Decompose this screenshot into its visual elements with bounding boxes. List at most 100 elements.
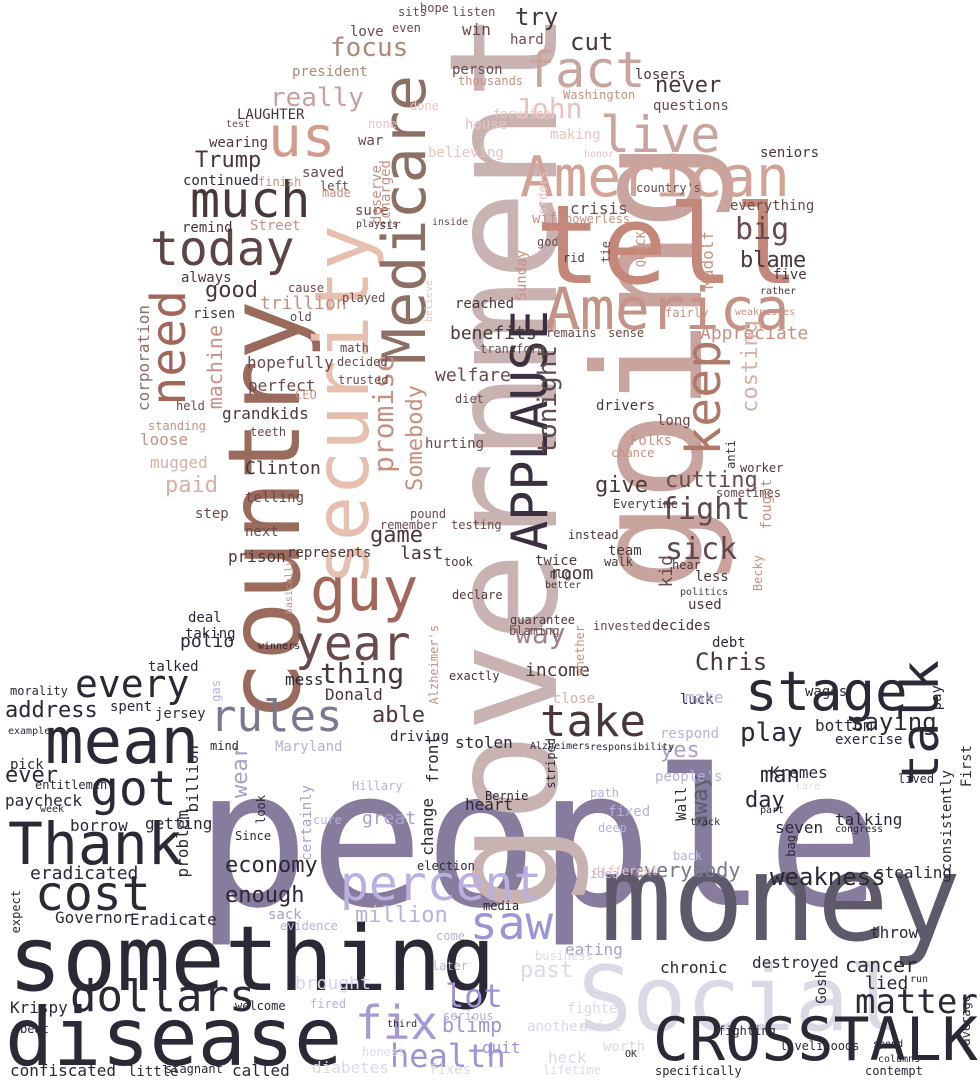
word-welfare: welfare [435, 365, 511, 386]
word-day: day [745, 788, 785, 813]
word-hard: hard [510, 32, 544, 48]
word-media: media [483, 899, 520, 913]
word-becky: Becky [751, 555, 765, 592]
word-remember: remember [380, 518, 438, 532]
word-welcome: welcome [235, 999, 286, 1013]
word-worth: worth [603, 1039, 646, 1055]
word-good: good [205, 278, 258, 303]
word-continued: continued [183, 173, 259, 189]
word-guy: guy [310, 555, 419, 625]
word-washington: Washington [563, 88, 636, 102]
word-cancer: cancer [845, 953, 918, 977]
word-play: play [740, 718, 803, 748]
word-saved: saved [302, 165, 345, 181]
word-guarantee: guarantee [510, 613, 576, 627]
word-five: five [773, 267, 807, 283]
word-polio: polio [180, 631, 235, 652]
word-percent: percent [340, 856, 543, 912]
word-honor: honor [584, 149, 615, 160]
word-represents: represents [287, 545, 372, 561]
word-rid: rid [563, 251, 585, 265]
word-exactly: exactly [449, 669, 500, 683]
word-beat: beat [20, 1022, 49, 1036]
word-fight: fight [660, 492, 751, 527]
word-today: today [150, 221, 295, 277]
word-eating: eating [565, 940, 623, 959]
word-war: war [358, 133, 384, 149]
word-got: got [90, 761, 177, 817]
word-walk: walk [604, 555, 633, 569]
word-decided: decided [337, 355, 388, 369]
word-krispy: Krispy [10, 998, 68, 1017]
word-inside: inside [432, 217, 469, 228]
word-fired: fired [310, 997, 347, 1011]
word-average: average [959, 995, 973, 1046]
word-less: less [695, 569, 729, 585]
word-first: First [959, 745, 975, 788]
word-alzheimer-s: Alzheimer's [427, 625, 441, 705]
word-hurting: hurting [425, 436, 485, 452]
word-chris: Chris [695, 648, 768, 676]
word-rules: rules [210, 691, 343, 742]
word-teeth: teeth [250, 425, 287, 439]
word-little: little [128, 1064, 179, 1080]
word-pay: pay [929, 685, 945, 711]
word-lived: lived [898, 772, 935, 786]
word-lot: lot [445, 977, 503, 1015]
word-keep: keep [676, 340, 732, 456]
word-pick: pick [10, 757, 44, 773]
word-house: house [465, 117, 508, 133]
word-election: election [417, 859, 475, 873]
word-economy: economy [225, 853, 318, 878]
word-health: health [390, 1037, 506, 1075]
word-corporation: corporation [134, 305, 153, 411]
word-eradicated: eradicated [30, 863, 139, 884]
word-past: past [520, 958, 573, 983]
word-wearing: wearing [209, 135, 269, 151]
word-ok: OK [625, 1049, 638, 1060]
word-chronic: chronic [660, 958, 728, 977]
word-saying: saying [850, 708, 937, 736]
word-every: every [75, 662, 190, 706]
word-hopefully: hopefully [247, 353, 334, 372]
word-twice: twice [535, 553, 578, 569]
word-thousands: thousands [458, 74, 524, 88]
word-bernie: Bernie [485, 789, 529, 803]
word-matter: matter [855, 982, 978, 1022]
word-dollars: dollars [70, 971, 256, 1022]
word-math: math [340, 341, 369, 355]
word-madolf: Madolf [698, 231, 717, 289]
word-listen: listen [452, 5, 496, 19]
word-diabetes: diabetes [312, 1058, 390, 1077]
word-money: money [600, 830, 962, 969]
word-making: making [550, 127, 601, 143]
word-used: used [688, 597, 722, 613]
word-mind: mind [210, 739, 239, 753]
word-paid: paid [165, 473, 218, 498]
word-thing: thing [320, 657, 405, 690]
word-destroyed: destroyed [752, 953, 839, 972]
word-example: example [8, 726, 51, 737]
word-serious: serious [443, 1009, 494, 1023]
word-ceo: CEO [295, 388, 317, 402]
word-sometimes: sometimes [716, 486, 782, 500]
word-live: live [600, 106, 721, 164]
word-shirt: shirt [580, 1019, 623, 1035]
word-disease: disease [5, 991, 343, 1080]
word-appreciate: Appreciate [700, 323, 809, 344]
word-bag: bag [784, 835, 798, 857]
word-gosh: Gosh [814, 970, 830, 1004]
word-congress: congress [835, 824, 884, 835]
word-million: million [355, 903, 448, 928]
word-thank: Thank [8, 810, 183, 878]
word-week: week [40, 804, 65, 815]
word-american: American [520, 145, 790, 210]
word-throw: throw [870, 923, 919, 942]
word-care: care [796, 781, 821, 792]
word-borrow: borrow [70, 816, 128, 835]
word-respond: respond [660, 726, 720, 742]
word-exercise: exercise [835, 732, 903, 748]
word-winners: winners [258, 641, 301, 652]
word-charged: charged [378, 160, 394, 220]
